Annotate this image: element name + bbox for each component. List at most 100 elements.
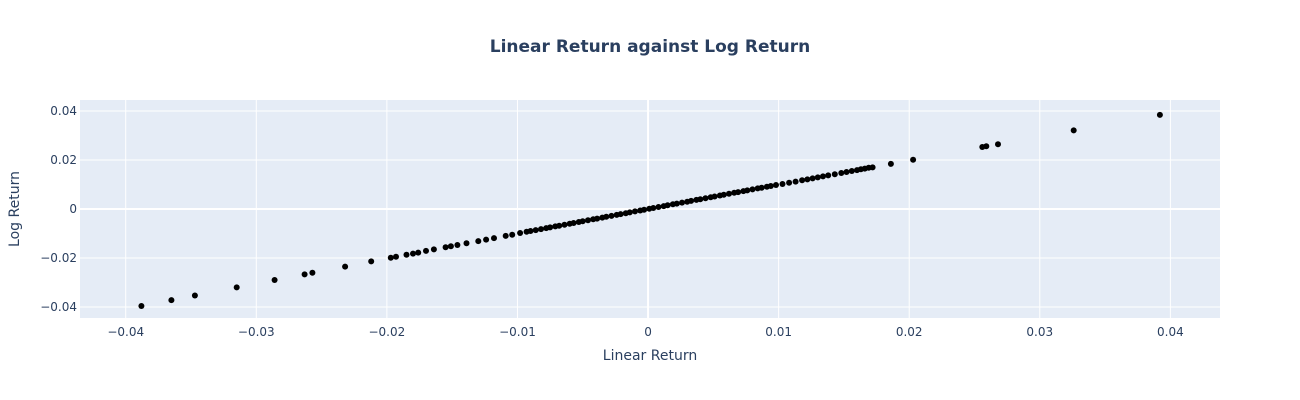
data-point xyxy=(869,164,876,171)
data-point xyxy=(509,231,516,238)
data-point xyxy=(475,238,482,245)
data-point xyxy=(804,176,811,183)
data-point xyxy=(191,292,198,299)
data-point xyxy=(735,189,742,196)
data-point xyxy=(271,277,278,283)
data-point xyxy=(887,160,894,167)
data-point xyxy=(758,184,765,191)
data-point xyxy=(393,253,399,260)
data-point xyxy=(792,178,799,185)
data-point xyxy=(608,212,615,219)
data-point xyxy=(641,206,648,213)
data-point xyxy=(532,227,539,234)
data-point xyxy=(617,211,624,218)
data-point xyxy=(749,186,756,193)
x-tick-label: −0.01 xyxy=(499,325,536,339)
y-tick-label: −0.04 xyxy=(40,300,77,314)
data-point xyxy=(820,173,826,180)
data-point xyxy=(825,172,832,179)
data-point xyxy=(442,244,449,251)
data-point xyxy=(387,254,394,261)
data-point xyxy=(430,246,437,253)
x-tick-label: 0 xyxy=(644,325,652,339)
x-tick-label: 0.01 xyxy=(765,325,792,339)
x-axis-ticks: −0.04 −0.03 −0.02 −0.01 0 0.01 0.02 0.03 0.04 xyxy=(107,325,1183,339)
data-point xyxy=(786,179,793,186)
chart-title: Linear Return against Log Return xyxy=(490,37,810,57)
data-point xyxy=(632,208,638,215)
data-point xyxy=(650,205,657,211)
data-point xyxy=(1156,111,1163,118)
data-point xyxy=(423,247,429,254)
data-point xyxy=(655,204,662,210)
data-point xyxy=(502,232,509,239)
data-point xyxy=(561,221,568,228)
data-point xyxy=(454,242,461,248)
data-point xyxy=(570,220,577,226)
x-tick-label: −0.04 xyxy=(107,325,144,339)
data-point xyxy=(301,271,308,278)
y-axis-title: Log Return xyxy=(7,171,23,247)
data-point xyxy=(983,143,990,150)
data-point xyxy=(579,218,586,225)
data-point xyxy=(585,217,591,224)
data-point xyxy=(831,171,838,178)
data-point xyxy=(447,243,454,250)
data-point xyxy=(697,196,704,203)
data-point xyxy=(910,156,917,163)
data-point xyxy=(848,168,855,174)
data-point xyxy=(410,250,416,257)
data-point xyxy=(527,228,534,234)
data-point xyxy=(483,236,490,243)
data-point xyxy=(517,230,524,236)
data-point xyxy=(368,258,375,265)
data-point xyxy=(556,222,563,229)
data-point xyxy=(679,199,685,206)
data-point xyxy=(673,200,680,207)
data-point xyxy=(664,202,671,209)
x-tick-label: −0.02 xyxy=(368,325,405,339)
data-point xyxy=(138,303,145,309)
data-points xyxy=(138,111,1163,309)
data-point xyxy=(491,235,497,242)
data-point xyxy=(463,240,470,247)
data-point xyxy=(767,183,774,189)
y-tick-label: 0.02 xyxy=(50,153,77,167)
data-point xyxy=(838,170,845,176)
data-point xyxy=(814,174,821,181)
data-point xyxy=(809,175,816,182)
x-tick-label: 0.03 xyxy=(1026,325,1053,339)
data-point xyxy=(403,251,410,258)
data-point xyxy=(168,297,175,304)
data-point xyxy=(1070,127,1077,134)
data-point xyxy=(843,169,850,175)
data-point xyxy=(995,141,1001,148)
gridlines xyxy=(80,100,1220,318)
data-point xyxy=(342,263,349,270)
data-point xyxy=(702,195,709,202)
x-tick-label: 0.04 xyxy=(1157,325,1184,339)
data-point xyxy=(233,284,240,291)
x-tick-label: 0.02 xyxy=(896,325,923,339)
y-axis-ticks: −0.04 −0.02 0 0.02 0.04 xyxy=(40,104,77,314)
y-tick-label: −0.02 xyxy=(40,251,77,265)
x-axis-title: Linear Return xyxy=(603,348,697,364)
data-point xyxy=(720,191,727,198)
y-tick-label: 0 xyxy=(69,202,77,216)
data-point xyxy=(711,193,718,200)
x-tick-label: −0.03 xyxy=(238,325,275,339)
data-point xyxy=(726,190,732,197)
data-point xyxy=(309,269,316,276)
data-point xyxy=(547,224,554,231)
data-point xyxy=(594,215,601,222)
data-point xyxy=(415,249,422,256)
data-point xyxy=(688,197,695,204)
data-point xyxy=(538,226,544,233)
data-point xyxy=(744,187,751,194)
data-point xyxy=(603,213,610,220)
data-point xyxy=(779,181,786,187)
data-point xyxy=(773,182,779,188)
data-point xyxy=(626,209,633,216)
data-point xyxy=(799,177,806,184)
